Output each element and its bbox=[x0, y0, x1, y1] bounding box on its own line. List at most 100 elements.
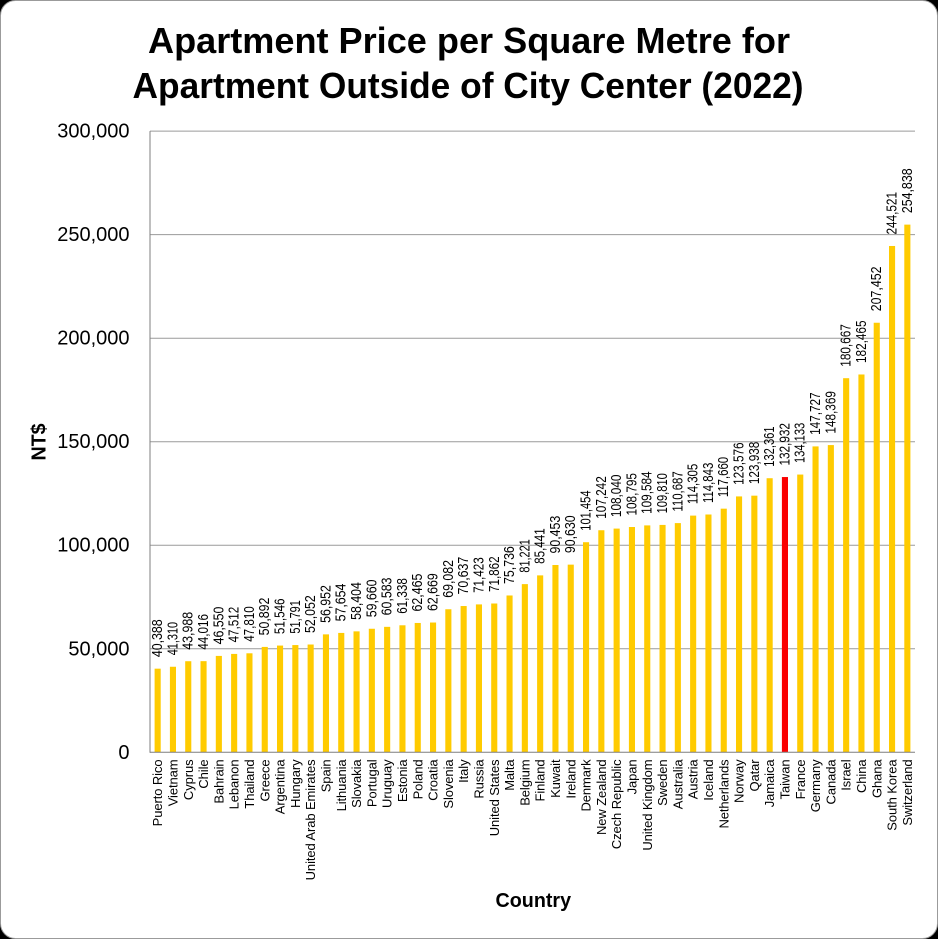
svg-text:France: France bbox=[793, 760, 808, 800]
svg-text:182,465: 182,465 bbox=[853, 320, 870, 363]
svg-text:Hungary: Hungary bbox=[288, 759, 303, 808]
svg-text:114,843: 114,843 bbox=[700, 463, 717, 503]
svg-text:Israel: Israel bbox=[839, 759, 854, 790]
svg-text:244,521: 244,521 bbox=[884, 192, 901, 235]
svg-text:147,727: 147,727 bbox=[807, 392, 824, 435]
svg-text:Portugal: Portugal bbox=[364, 759, 379, 807]
svg-text:Switzerland: Switzerland bbox=[900, 760, 915, 826]
svg-text:Argentina: Argentina bbox=[273, 759, 288, 815]
svg-text:58,404: 58,404 bbox=[348, 582, 365, 620]
svg-text:123,576: 123,576 bbox=[731, 442, 748, 485]
svg-text:Croatia: Croatia bbox=[426, 759, 441, 801]
svg-text:117,660: 117,660 bbox=[715, 457, 732, 497]
svg-text:254,838: 254,838 bbox=[899, 168, 916, 213]
svg-text:Norway: Norway bbox=[732, 759, 747, 803]
svg-text:Canada: Canada bbox=[823, 759, 838, 805]
svg-text:Australia: Australia bbox=[670, 759, 685, 810]
svg-text:50,892: 50,892 bbox=[256, 598, 273, 636]
svg-text:Thailand: Thailand bbox=[242, 760, 257, 809]
svg-text:108,795: 108,795 bbox=[623, 473, 640, 516]
svg-text:114,305: 114,305 bbox=[685, 464, 702, 504]
svg-text:132,932: 132,932 bbox=[776, 423, 793, 466]
svg-text:Czech Republic: Czech Republic bbox=[609, 759, 624, 849]
svg-text:Lebanon: Lebanon bbox=[227, 760, 242, 810]
svg-text:Denmark: Denmark bbox=[579, 759, 594, 812]
svg-text:90,453: 90,453 bbox=[547, 516, 564, 554]
svg-text:43,988: 43,988 bbox=[180, 612, 197, 650]
svg-text:300,000: 300,000 bbox=[57, 121, 129, 143]
svg-text:71,423: 71,423 bbox=[470, 557, 487, 593]
svg-text:Vietnam: Vietnam bbox=[165, 760, 180, 807]
svg-text:Apartment Price per Square Met: Apartment Price per Square Metre for bbox=[148, 20, 790, 61]
svg-text:Malta: Malta bbox=[502, 759, 517, 791]
svg-text:50,000: 50,000 bbox=[68, 638, 129, 660]
svg-text:100,000: 100,000 bbox=[57, 535, 129, 557]
svg-text:61,338: 61,338 bbox=[394, 578, 411, 614]
svg-text:Country: Country bbox=[496, 890, 572, 912]
svg-text:90,630: 90,630 bbox=[562, 515, 579, 553]
svg-text:Lithuania: Lithuania bbox=[334, 759, 349, 812]
svg-text:0: 0 bbox=[118, 742, 129, 764]
svg-text:Belgium: Belgium bbox=[517, 760, 532, 806]
svg-text:59,660: 59,660 bbox=[363, 579, 380, 617]
svg-text:71,862: 71,862 bbox=[486, 556, 503, 592]
svg-text:41,310: 41,310 bbox=[164, 622, 181, 655]
svg-text:Finland: Finland bbox=[533, 760, 548, 802]
svg-text:44,016: 44,016 bbox=[195, 614, 212, 650]
svg-text:75,736: 75,736 bbox=[501, 546, 518, 584]
svg-text:51,791: 51,791 bbox=[287, 600, 304, 633]
svg-text:101,454: 101,454 bbox=[578, 490, 595, 530]
svg-text:60,583: 60,583 bbox=[379, 578, 396, 616]
svg-text:109,810: 109,810 bbox=[654, 473, 671, 513]
svg-text:Kuwait: Kuwait bbox=[548, 759, 563, 798]
svg-text:207,452: 207,452 bbox=[868, 267, 885, 312]
svg-text:Spain: Spain bbox=[318, 760, 333, 793]
svg-text:56,952: 56,952 bbox=[317, 585, 334, 623]
svg-text:108,040: 108,040 bbox=[608, 475, 625, 518]
svg-text:148,369: 148,369 bbox=[822, 391, 839, 434]
svg-text:Greece: Greece bbox=[257, 760, 272, 802]
svg-text:Bahrain: Bahrain bbox=[211, 760, 226, 804]
svg-text:180,667: 180,667 bbox=[838, 324, 855, 367]
svg-text:South Korea: South Korea bbox=[885, 759, 900, 831]
svg-text:Taiwan: Taiwan bbox=[777, 760, 792, 800]
svg-text:150,000: 150,000 bbox=[57, 431, 129, 453]
svg-text:United Arab Emirates: United Arab Emirates bbox=[303, 759, 318, 880]
svg-text:Estonia: Estonia bbox=[395, 759, 410, 803]
svg-text:Cyprus: Cyprus bbox=[181, 759, 196, 800]
svg-text:132,361: 132,361 bbox=[761, 426, 778, 466]
svg-text:Iceland: Iceland bbox=[701, 760, 716, 801]
svg-text:Japan: Japan bbox=[624, 760, 639, 795]
svg-text:69,082: 69,082 bbox=[440, 560, 457, 598]
svg-text:United Kingdom: United Kingdom bbox=[640, 760, 655, 851]
svg-text:62,669: 62,669 bbox=[425, 573, 442, 611]
svg-text:Ghana: Ghana bbox=[869, 759, 884, 798]
svg-text:Slovakia: Slovakia bbox=[349, 759, 364, 808]
svg-text:109,584: 109,584 bbox=[639, 471, 656, 514]
svg-text:China: China bbox=[854, 759, 869, 793]
svg-text:107,242: 107,242 bbox=[593, 476, 610, 519]
svg-text:Russia: Russia bbox=[471, 759, 486, 799]
svg-text:52,052: 52,052 bbox=[302, 595, 319, 633]
svg-text:Puerto Rico: Puerto Rico bbox=[150, 760, 165, 827]
svg-text:250,000: 250,000 bbox=[57, 224, 129, 246]
svg-text:47,512: 47,512 bbox=[226, 607, 243, 643]
svg-text:200,000: 200,000 bbox=[57, 328, 129, 350]
svg-text:Chile: Chile bbox=[196, 760, 211, 789]
svg-text:46,550: 46,550 bbox=[210, 607, 227, 645]
svg-text:Uruguay: Uruguay bbox=[380, 759, 395, 808]
svg-text:70,637: 70,637 bbox=[455, 557, 472, 595]
svg-text:134,133: 134,133 bbox=[792, 423, 809, 463]
svg-text:NT$: NT$ bbox=[28, 424, 50, 461]
svg-text:123,938: 123,938 bbox=[746, 442, 763, 485]
svg-text:Apartment Outside of City Cent: Apartment Outside of City Center (2022) bbox=[133, 65, 804, 106]
svg-text:Italy: Italy bbox=[456, 759, 471, 783]
svg-text:85,441: 85,441 bbox=[532, 528, 549, 564]
svg-text:Germany: Germany bbox=[808, 759, 823, 812]
svg-text:57,654: 57,654 bbox=[333, 584, 350, 622]
svg-text:51,546: 51,546 bbox=[272, 598, 289, 634]
svg-text:Austria: Austria bbox=[686, 759, 701, 800]
svg-text:47,810: 47,810 bbox=[241, 606, 258, 642]
svg-text:62,465: 62,465 bbox=[409, 574, 426, 612]
svg-text:Sweden: Sweden bbox=[655, 760, 670, 806]
